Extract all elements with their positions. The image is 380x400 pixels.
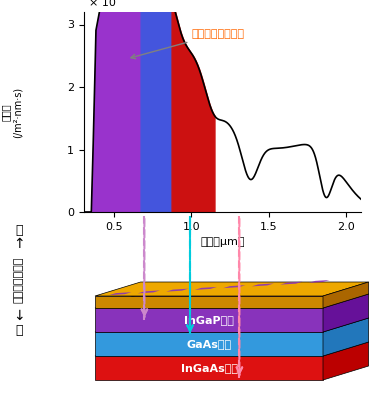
Polygon shape xyxy=(95,282,369,296)
Text: InGaAsセル: InGaAsセル xyxy=(180,363,238,373)
Y-axis label: 光子数
(/m²·nm·s): 光子数 (/m²·nm·s) xyxy=(1,86,22,138)
Polygon shape xyxy=(95,294,369,308)
Polygon shape xyxy=(95,296,323,308)
X-axis label: 波長（μm）: 波長（μm） xyxy=(200,237,245,247)
Text: 大: 大 xyxy=(15,224,23,236)
Polygon shape xyxy=(195,287,217,290)
Polygon shape xyxy=(95,342,369,356)
Polygon shape xyxy=(95,308,323,332)
Text: InGaPセル: InGaPセル xyxy=(184,315,234,325)
Polygon shape xyxy=(252,284,274,286)
Text: 小: 小 xyxy=(15,324,23,336)
Text: GaAsセル: GaAsセル xyxy=(187,339,231,349)
Polygon shape xyxy=(95,356,323,380)
Polygon shape xyxy=(95,332,323,356)
Polygon shape xyxy=(323,294,369,332)
Text: 太陽光スペクトル: 太陽光スペクトル xyxy=(131,29,244,59)
Polygon shape xyxy=(166,289,188,292)
Polygon shape xyxy=(95,318,369,332)
Polygon shape xyxy=(280,282,302,285)
Polygon shape xyxy=(109,292,131,295)
Text: × 10: × 10 xyxy=(89,0,116,8)
Polygon shape xyxy=(138,290,160,293)
Text: ↑: ↑ xyxy=(13,237,25,251)
Polygon shape xyxy=(323,318,369,356)
Polygon shape xyxy=(223,285,245,288)
Text: バンドギャップ: バンドギャップ xyxy=(14,257,24,303)
Polygon shape xyxy=(323,342,369,380)
Text: ↓: ↓ xyxy=(13,309,25,323)
Polygon shape xyxy=(309,280,329,283)
Polygon shape xyxy=(323,282,369,308)
